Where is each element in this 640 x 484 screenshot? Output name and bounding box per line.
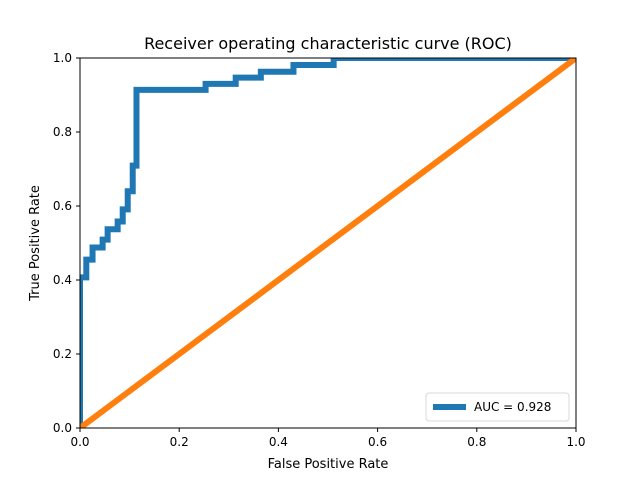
chart-title: Receiver operating characteristic curve … [144, 34, 512, 53]
x-tick-label: 0.4 [269, 435, 288, 449]
x-axis-label: False Positive Rate [268, 457, 389, 472]
y-axis-ticks: 0.0 0.2 0.4 0.6 0.8 1.0 [53, 51, 80, 435]
series-layer [80, 58, 576, 428]
plot-frame [79, 57, 577, 429]
diagonal-reference-series [80, 58, 576, 428]
roc-curve-series [80, 58, 576, 428]
x-axis-ticks: 0.0 0.2 0.4 0.6 0.8 1.0 [70, 428, 586, 449]
legend: AUC = 0.928 [425, 392, 570, 422]
y-tick-label: 0.2 [53, 347, 72, 361]
x-tick-label: 0.6 [368, 435, 387, 449]
y-tick-label: 0.4 [53, 273, 72, 287]
y-axis-label: True Positive Rate [28, 185, 43, 302]
x-tick-label: 1.0 [566, 435, 585, 449]
y-tick-label: 0.8 [53, 125, 72, 139]
x-tick-label: 0.0 [70, 435, 89, 449]
y-tick-label: 1.0 [53, 51, 72, 65]
x-tick-label: 0.2 [170, 435, 189, 449]
x-tick-label: 0.8 [467, 435, 486, 449]
legend-box [425, 392, 570, 422]
y-tick-label: 0.0 [53, 421, 72, 435]
y-tick-label: 0.6 [53, 199, 72, 213]
legend-label: AUC = 0.928 [474, 400, 551, 414]
